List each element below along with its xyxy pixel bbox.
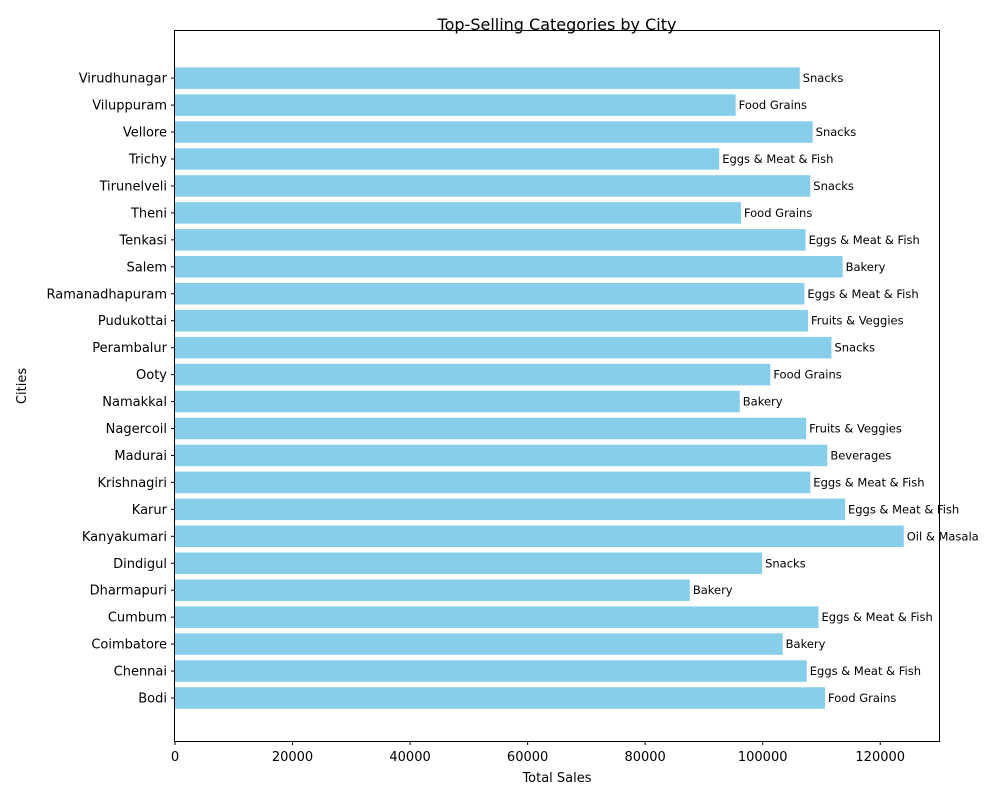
y-tick-label: Perambalur bbox=[92, 341, 167, 356]
x-ticks: 0 20000 40000 60000 80000 100000 120000 bbox=[171, 741, 905, 765]
bar-pudukottai bbox=[175, 309, 808, 332]
x-tick-label: 0 bbox=[171, 750, 179, 765]
bar-value-label: Fruits & Veggies bbox=[809, 422, 902, 436]
bar-value-label: Snacks bbox=[765, 556, 806, 570]
bar-value-label: Food Grains bbox=[773, 368, 841, 382]
x-tick-label: 80000 bbox=[624, 750, 665, 765]
bar-tenkasi bbox=[175, 229, 806, 251]
y-tick-label: Bodi bbox=[138, 692, 167, 707]
bar-vellore bbox=[175, 121, 813, 143]
y-tick-label: Madurai bbox=[114, 449, 167, 464]
bar-madurai bbox=[175, 444, 828, 467]
bar-value-label: Snacks bbox=[803, 71, 844, 85]
bar-krishnagiri bbox=[175, 471, 811, 494]
y-tick-label: Theni bbox=[130, 206, 167, 221]
y-tick-labels: Bodi Chennai Coimbatore Cumbum Dharmapuri Din… bbox=[47, 72, 175, 707]
bar-value-label: Eggs & Meat & Fish bbox=[809, 233, 920, 247]
y-tick-label: Chennai bbox=[114, 665, 167, 680]
y-axis-label: Cities bbox=[15, 368, 30, 404]
y-tick-label: Ramanadhapuram bbox=[47, 287, 167, 302]
bar-value-label: Snacks bbox=[834, 341, 875, 355]
x-tick-label: 60000 bbox=[507, 750, 548, 765]
bar-value-label: Eggs & Meat & Fish bbox=[822, 610, 933, 624]
bar-value-label: Bakery bbox=[743, 395, 783, 409]
y-tick-label: Coimbatore bbox=[91, 638, 167, 653]
bar-value-label: Bakery bbox=[846, 260, 886, 274]
bars-layer: Food Grains Eggs & Meat & Fish Bakery Eggs … bbox=[175, 67, 979, 709]
bar-value-label: Food Grains bbox=[739, 98, 807, 112]
y-tick-label: Pudukottai bbox=[98, 314, 167, 329]
y-tick-label: Nagercoil bbox=[106, 422, 167, 437]
y-tick-label: Dharmapuri bbox=[90, 584, 167, 599]
bar-bodi bbox=[175, 687, 825, 709]
y-tick-label: Trichy bbox=[128, 153, 167, 168]
bar-cumbum bbox=[175, 606, 819, 628]
bar-trichy bbox=[175, 148, 720, 170]
bar-ooty bbox=[175, 363, 771, 386]
x-tick-label: 20000 bbox=[272, 750, 313, 765]
bar-coimbatore bbox=[175, 633, 783, 655]
bar-value-label: Snacks bbox=[816, 125, 857, 139]
bar-ramanadhapuram bbox=[175, 283, 805, 305]
y-tick-label: Ooty bbox=[136, 368, 167, 383]
bar-value-label: Eggs & Meat & Fish bbox=[722, 152, 833, 166]
bar-value-label: Snacks bbox=[813, 179, 854, 193]
x-tick-label: 120000 bbox=[855, 750, 905, 765]
bar-value-label: Bakery bbox=[786, 637, 826, 651]
bar-chennai bbox=[175, 660, 807, 682]
bar-salem bbox=[175, 256, 843, 278]
y-tick-label: Namakkal bbox=[102, 395, 167, 410]
bar-value-label: Eggs & Meat & Fish bbox=[813, 475, 924, 489]
bar-value-label: Eggs & Meat & Fish bbox=[810, 664, 921, 678]
bar-value-label: Eggs & Meat & Fish bbox=[807, 287, 918, 301]
y-tick-label: Kanyakumari bbox=[82, 530, 167, 545]
x-tick-label: 100000 bbox=[738, 750, 788, 765]
y-tick-label: Tenkasi bbox=[118, 233, 167, 248]
plot-frame bbox=[174, 30, 940, 742]
y-tick-label: Dindigul bbox=[113, 557, 167, 572]
bar-karur bbox=[175, 498, 845, 521]
y-tick-label: Krishnagiri bbox=[97, 476, 167, 491]
bar-nagercoil bbox=[175, 417, 807, 440]
bar-theni bbox=[175, 202, 741, 224]
bar-value-label: Oil & Masala bbox=[907, 529, 979, 543]
y-tick-label: Salem bbox=[127, 260, 168, 275]
bar-viluppuram bbox=[175, 94, 736, 116]
y-tick-label: Viluppuram bbox=[92, 99, 167, 114]
bar-namakkal bbox=[175, 390, 740, 413]
bar-value-label: Eggs & Meat & Fish bbox=[848, 502, 959, 516]
bar-perambalur bbox=[175, 336, 832, 359]
bar-dharmapuri bbox=[175, 579, 690, 601]
bar-value-label: Fruits & Veggies bbox=[811, 314, 904, 328]
bar-value-label: Bakery bbox=[693, 583, 733, 597]
bar-value-label: Food Grains bbox=[828, 691, 896, 705]
x-tick-label: 40000 bbox=[389, 750, 430, 765]
bar-value-label: Food Grains bbox=[744, 206, 812, 220]
chart-title: Top-Selling Categories by City bbox=[437, 15, 677, 34]
y-tick-label: Vellore bbox=[123, 126, 167, 141]
y-tick-label: Tirunelveli bbox=[98, 179, 167, 194]
bar-value-label: Beverages bbox=[830, 448, 891, 462]
y-tick-label: Cumbum bbox=[108, 611, 167, 626]
bar-tirunelveli bbox=[175, 175, 811, 197]
bar-dindigul bbox=[175, 552, 763, 574]
bar-virudhunagar bbox=[175, 67, 800, 89]
y-tick-label: Karur bbox=[132, 503, 168, 518]
x-axis-label: Total Sales bbox=[521, 771, 591, 786]
bar-kanyakumari bbox=[175, 525, 904, 548]
y-tick-label: Virudhunagar bbox=[79, 72, 168, 87]
